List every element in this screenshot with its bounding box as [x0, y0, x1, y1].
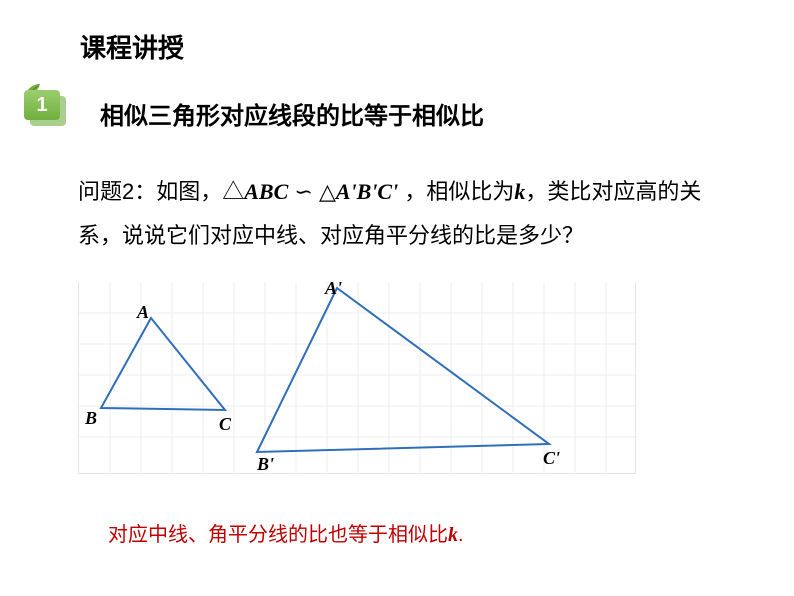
triangle2-name: A'B'C': [336, 179, 398, 204]
vertex-b: B: [85, 408, 97, 429]
badge-number: 1: [24, 90, 60, 120]
triangle-figure: A B C A' B' C': [78, 282, 636, 474]
problem-text: 问题2：如图，△ABC ∽ △A'B'C' ，相似比为k，类比对应高的关系，说说…: [78, 170, 718, 258]
vertex-a: A: [137, 302, 149, 323]
conclusion-text: 对应中线、角平分线的比也等于相似比k.: [108, 518, 464, 547]
triangle-small: [101, 318, 225, 410]
triangle1-name: ABC: [244, 179, 288, 204]
ratio-k: k: [514, 179, 525, 204]
section-badge: 1: [18, 88, 70, 132]
vertex-c-prime: C': [543, 448, 560, 469]
vertex-c: C: [219, 414, 231, 435]
grid: [79, 282, 637, 474]
problem-prefix: 问题2：如图，△: [78, 179, 244, 204]
conclusion-part1: 对应中线、角平分线的比也等于相似比: [108, 524, 448, 546]
conclusion-k: k: [448, 524, 458, 546]
figure-svg: [79, 282, 637, 474]
section-subtitle: 相似三角形对应线段的比等于相似比: [100, 96, 484, 131]
page-title: 课程讲授: [80, 28, 184, 65]
vertex-a-prime: A': [325, 278, 342, 299]
vertex-b-prime: B': [257, 454, 274, 475]
similar-symbol: ∽ △: [288, 179, 336, 204]
conclusion-part2: .: [458, 524, 464, 546]
problem-mid1: ，相似比为: [398, 179, 514, 204]
